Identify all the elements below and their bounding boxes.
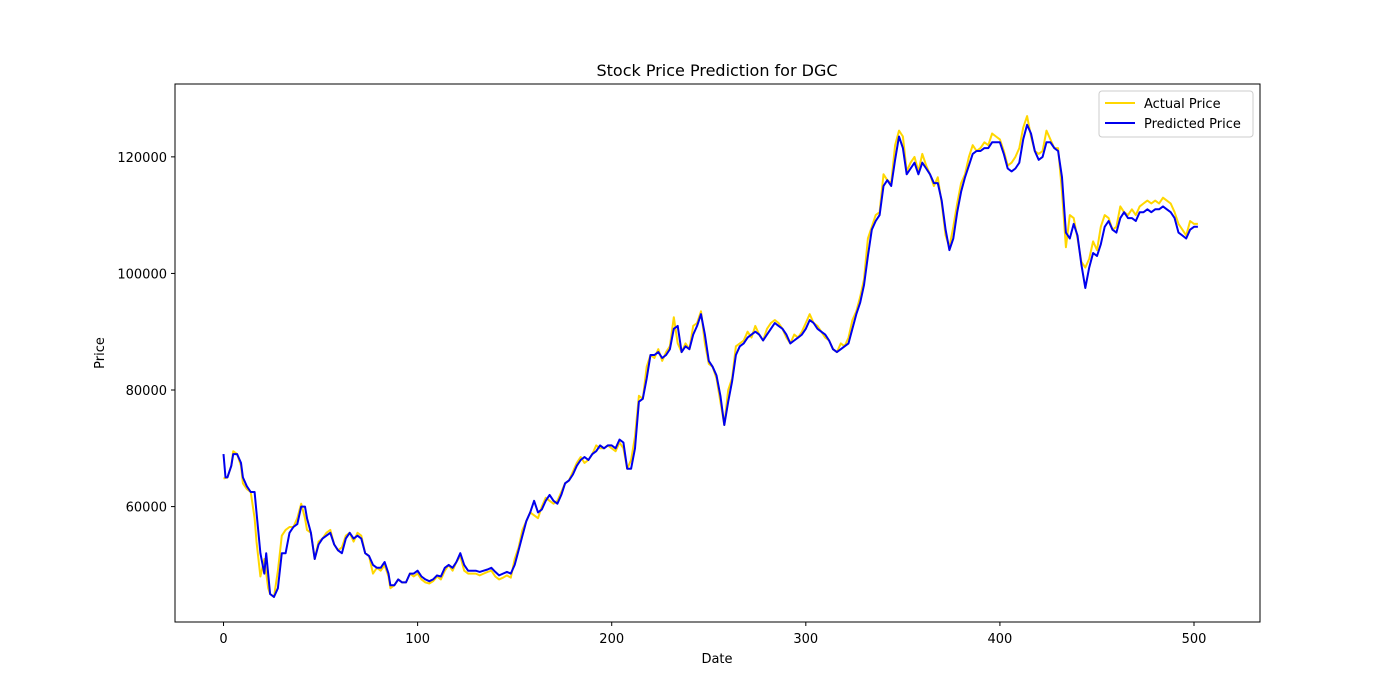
y-axis-ticks: 60000 80000 100000 120000 [117, 151, 175, 516]
x-tick-label: 300 [793, 632, 818, 647]
series-line-predicted [222, 123, 1198, 598]
x-tick-label: 200 [599, 632, 624, 647]
legend-label-actual: Actual Price [1144, 97, 1221, 112]
x-tick-label: 100 [405, 632, 430, 647]
x-tick-label: 0 [219, 632, 227, 647]
y-tick-label: 120000 [117, 151, 167, 166]
y-tick-label: 80000 [126, 384, 167, 399]
x-tick-label: 400 [987, 632, 1012, 647]
y-tick-label: 60000 [126, 501, 167, 516]
y-axis-label: Price [93, 337, 108, 369]
legend-box [1098, 90, 1254, 138]
plot-lines [222, 115, 1198, 598]
legend-label-predicted: Predicted Price [1144, 117, 1241, 132]
plot-frame [174, 83, 1261, 623]
x-tick-label: 500 [1182, 632, 1207, 647]
y-tick-label: 100000 [117, 267, 167, 282]
legend: Actual Price Predicted Price [1098, 90, 1254, 138]
x-axis-ticks: 0 100 200 300 400 500 [219, 622, 1206, 647]
x-axis-label: Date [701, 652, 732, 667]
chart-title: Stock Price Prediction for DGC [596, 61, 837, 80]
